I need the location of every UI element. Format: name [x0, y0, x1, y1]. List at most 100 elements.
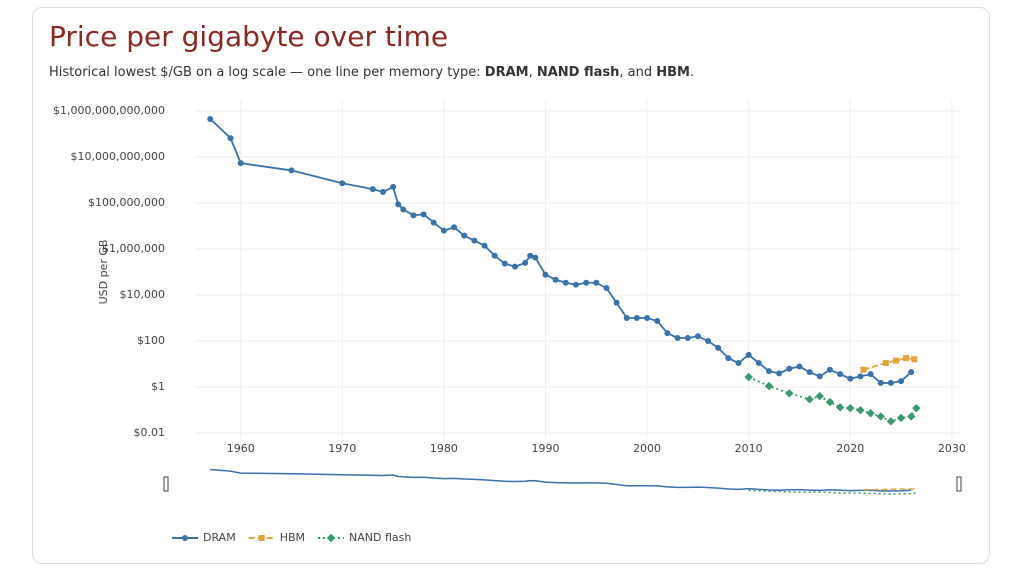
marker	[805, 395, 814, 404]
y-tick-label: $10,000,000,000	[71, 150, 165, 163]
marker	[911, 356, 918, 363]
marker	[684, 334, 691, 341]
subtitle-part: ,	[528, 65, 537, 80]
marker	[395, 201, 402, 208]
marker	[644, 314, 651, 321]
x-tick-label: 1980	[430, 442, 458, 455]
marker	[562, 279, 569, 286]
marker	[182, 535, 188, 541]
marker	[705, 337, 712, 344]
marker	[847, 375, 854, 382]
marker	[877, 379, 884, 386]
marker	[725, 355, 732, 362]
subtitle-part: HBM	[656, 65, 690, 80]
slider-line	[863, 488, 915, 491]
marker	[694, 333, 701, 340]
marker	[613, 299, 620, 306]
y-tick-label: $10,000	[120, 288, 166, 301]
slider-handle	[956, 476, 962, 492]
marker	[390, 183, 397, 190]
marker	[633, 314, 640, 321]
series-line	[748, 376, 918, 423]
marker	[288, 167, 295, 174]
marker	[542, 271, 549, 278]
subtitle-part: NAND flash	[536, 65, 620, 80]
y-tick-label: $1	[151, 380, 165, 393]
marker	[887, 379, 894, 386]
marker	[908, 369, 915, 376]
marker	[583, 279, 590, 286]
legend-label: NAND flash	[349, 531, 411, 544]
marker	[339, 180, 346, 187]
slider-line	[748, 489, 917, 495]
marker	[903, 355, 910, 362]
marker	[527, 252, 534, 259]
marker	[846, 403, 855, 413]
x-tick-label: 2030	[938, 442, 966, 455]
marker	[326, 533, 336, 543]
marker	[815, 391, 824, 401]
marker	[623, 314, 630, 321]
marker	[237, 160, 244, 167]
marker	[258, 535, 265, 541]
marker	[786, 365, 793, 372]
marker	[572, 281, 579, 288]
card	[32, 7, 990, 564]
marker	[745, 351, 752, 358]
subtitle-part: , and	[619, 65, 657, 80]
marker	[664, 330, 671, 337]
marker	[501, 260, 508, 267]
marker	[816, 373, 823, 380]
marker	[785, 389, 794, 398]
legend-label: DRAM	[203, 531, 236, 544]
marker	[379, 189, 386, 195]
marker	[491, 252, 498, 259]
marker	[715, 344, 722, 351]
marker	[764, 381, 774, 391]
subtitle-part: .	[690, 65, 695, 80]
marker	[796, 363, 803, 370]
marker	[907, 412, 916, 421]
marker	[866, 409, 875, 418]
marker	[882, 360, 889, 367]
marker	[532, 254, 539, 261]
series-line	[209, 118, 912, 384]
marker	[512, 263, 519, 270]
marker	[825, 397, 835, 407]
subtitle: Historical lowest $/GB on a log scale — …	[49, 65, 694, 80]
marker	[837, 371, 844, 378]
x-tick-label: 2000	[633, 442, 661, 455]
x-tick-label: 1960	[227, 442, 255, 455]
marker	[461, 232, 468, 239]
marker	[410, 212, 417, 219]
chart-title: Price per gigabyte over time	[49, 20, 449, 53]
y-tick-label: $100,000,000	[88, 196, 165, 209]
marker	[857, 373, 864, 380]
subtitle-part: DRAM	[484, 65, 529, 80]
marker	[860, 366, 867, 373]
marker	[835, 403, 845, 412]
marker	[744, 372, 753, 382]
marker	[451, 224, 458, 231]
marker	[867, 371, 874, 378]
marker	[207, 115, 214, 122]
marker	[522, 259, 529, 266]
marker	[892, 357, 899, 364]
marker	[481, 242, 488, 249]
slider-line	[210, 468, 912, 492]
marker	[400, 206, 407, 213]
marker	[856, 405, 865, 415]
y-tick-label: $1,000,000	[102, 242, 165, 255]
y-axis-label: USD per GB	[97, 240, 110, 305]
marker	[369, 186, 376, 193]
y-tick-label: $0.01	[134, 426, 166, 439]
x-tick-label: 2020	[836, 442, 864, 455]
legend-label: HBM	[280, 531, 305, 544]
marker	[593, 279, 600, 286]
x-tick-label: 1990	[531, 442, 559, 455]
y-tick-label: $1,000,000,000,000	[53, 104, 165, 117]
marker	[886, 417, 896, 426]
marker	[552, 276, 559, 283]
